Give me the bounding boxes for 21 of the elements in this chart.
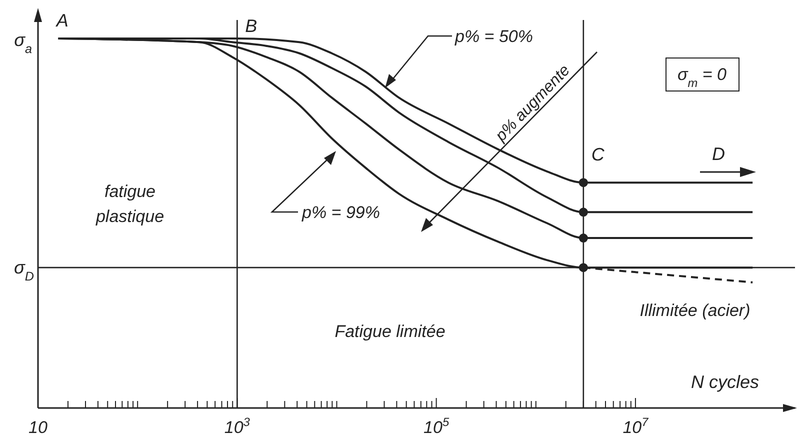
y-axis-title: σ$_{a}$ (14, 30, 32, 56)
annotation: Illimitée (acier) (640, 301, 750, 320)
point (578, 178, 588, 188)
annotation: A (55, 10, 68, 30)
x-tick-label: 10$^{5}$ (424, 415, 450, 437)
annotation: D (712, 144, 725, 164)
x-axis-title: N cycles (690, 372, 759, 392)
x-tick-label: 10 (28, 418, 48, 437)
annotation: fatigue plastique (94, 182, 164, 226)
annotation: p% = 50% (454, 27, 533, 46)
x-tick-label: 10$^{3}$ (224, 415, 250, 437)
annotation: Fatigue limitée (334, 322, 446, 341)
point (578, 208, 588, 217)
annotation: p% = 99% (301, 203, 380, 222)
annotation: σ$_{m}$ = 0 (677, 65, 728, 90)
ref-line-label: C (591, 144, 606, 165)
point (578, 263, 588, 272)
x-tick-label: 10$^{7}$ (622, 415, 649, 437)
point (578, 234, 588, 243)
ref-line-label: σ$_{D}$ (14, 258, 34, 284)
ref-line-label: B (245, 16, 258, 36)
